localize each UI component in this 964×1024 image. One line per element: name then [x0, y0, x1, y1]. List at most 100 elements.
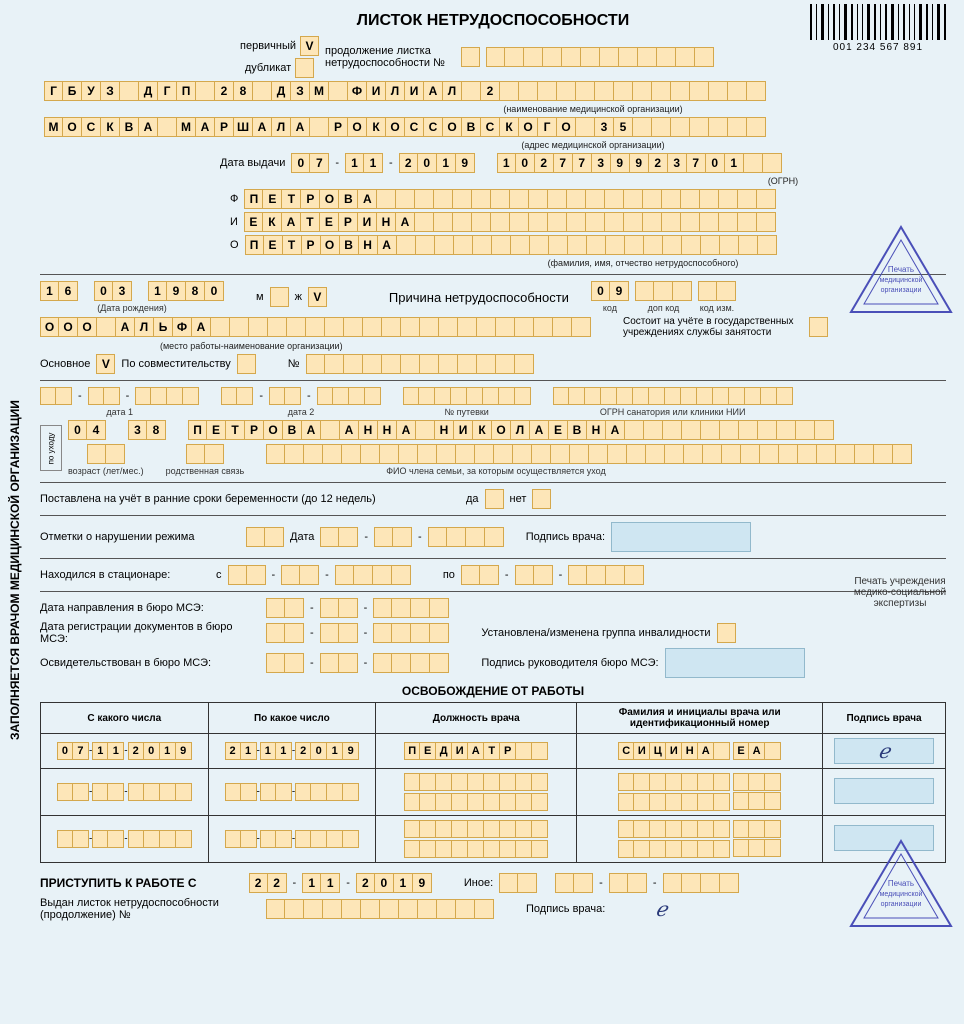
mse-reg-m[interactable] [320, 623, 358, 643]
preg-no-label: нет [510, 493, 527, 505]
violation-label: Отметки о нарушении режима [40, 531, 240, 543]
date1-y[interactable] [135, 387, 199, 405]
final-signature[interactable]: ℯ [611, 896, 711, 922]
violation-signature[interactable] [611, 522, 751, 552]
medical-org-stamp-2: Печать медицинской организации [846, 836, 956, 931]
barcode: 001 234 567 891 [810, 4, 946, 53]
issue-year[interactable]: 2019 [399, 153, 475, 173]
issue-month[interactable]: 11 [345, 153, 383, 173]
sidebar-vertical-label: ЗАПОЛНЯЕТСЯ ВРАЧОМ МЕДИЦИНСКОЙ ОРГАНИЗАЦ… [8, 400, 22, 740]
ogrn[interactable]: 1027739923701 [497, 153, 782, 173]
issue-date-label: Дата выдачи [220, 157, 285, 169]
sex-f-checkbox[interactable]: V [308, 287, 327, 307]
row2-signature[interactable] [834, 778, 934, 804]
row1-signature[interactable]: ℯ [834, 738, 934, 764]
parttime-checkbox[interactable] [237, 354, 256, 374]
mse-stamp-label: Печать учреждения медико-социальной эксп… [840, 576, 960, 609]
date2-y[interactable] [317, 387, 381, 405]
hospital-to-label: по [443, 569, 455, 581]
main-job-checkbox[interactable]: V [96, 354, 115, 374]
preg-yes-checkbox[interactable] [485, 489, 504, 509]
svg-text:организации: организации [881, 901, 922, 908]
parttime-number[interactable] [306, 354, 534, 374]
continuation-checkbox[interactable] [461, 47, 480, 67]
dob-year[interactable]: 1980 [148, 281, 224, 301]
mse-reg-d[interactable] [266, 623, 304, 643]
duplicate-checkbox[interactable] [295, 58, 314, 78]
date1-m[interactable] [88, 387, 120, 405]
surname-field[interactable]: ПЕТРОВА [244, 189, 776, 209]
release-title: ОСВОБОЖДЕНИЕ ОТ РАБОТЫ [40, 684, 946, 698]
return-y[interactable]: 2019 [356, 873, 432, 893]
disability-group[interactable] [717, 623, 736, 643]
table-row: -- -- [41, 769, 946, 816]
mse-ref-y[interactable] [373, 598, 449, 618]
reason-code[interactable]: 09 [591, 281, 629, 301]
sex-f-label: ж [295, 291, 302, 303]
care-side-label: по уходу [40, 425, 62, 471]
other-d[interactable] [555, 873, 593, 893]
continuation-number[interactable] [486, 47, 714, 67]
care-relation-2[interactable] [186, 444, 224, 464]
hospital-to-m[interactable] [515, 565, 553, 585]
employer-field[interactable]: ООО АЛЬФА [40, 317, 591, 337]
mse-exam-y[interactable] [373, 653, 449, 673]
mse-exam-m[interactable] [320, 653, 358, 673]
date2-d[interactable] [221, 387, 253, 405]
date1-sublabel: дата 1 [106, 407, 133, 417]
return-d[interactable]: 22 [249, 873, 287, 893]
care-family-fio[interactable]: ПЕТРОВА АННА НИКОЛАЕВНА [188, 420, 834, 440]
voucher-number[interactable] [403, 387, 531, 405]
dob-day[interactable]: 16 [40, 281, 78, 301]
violation-m[interactable] [374, 527, 412, 547]
hospital-from-d[interactable] [228, 565, 266, 585]
date1-d[interactable] [40, 387, 72, 405]
violation-y[interactable] [428, 527, 504, 547]
mse-exam-d[interactable] [266, 653, 304, 673]
hospital-from-label: с [216, 569, 222, 581]
svg-text:медицинской: медицинской [880, 890, 923, 898]
other-m[interactable] [609, 873, 647, 893]
mse-reg-y[interactable] [373, 623, 449, 643]
continuation-issued-number[interactable] [266, 899, 494, 919]
care-relation[interactable]: 38 [128, 420, 166, 440]
mse-signature[interactable] [665, 648, 805, 678]
svg-text:Печать: Печать [888, 879, 914, 888]
reason-title: Причина нетрудоспособности [389, 290, 569, 305]
date2-m[interactable] [269, 387, 301, 405]
issue-day[interactable]: 07 [291, 153, 329, 173]
hospital-to-d[interactable] [461, 565, 499, 585]
mse-ref-label: Дата направления в бюро МСЭ: [40, 602, 260, 614]
preg-no-checkbox[interactable] [532, 489, 551, 509]
dob-month[interactable]: 03 [94, 281, 132, 301]
hospital-to-y[interactable] [568, 565, 644, 585]
hospital-from-y[interactable] [335, 565, 411, 585]
mse-ref-m[interactable] [320, 598, 358, 618]
violation-code[interactable] [246, 527, 284, 547]
sanatorium-ogrn[interactable] [553, 387, 793, 405]
num-label: № [288, 358, 300, 370]
reason-addcode[interactable] [635, 281, 692, 301]
unemployment-checkbox[interactable] [809, 317, 828, 337]
firstname-field[interactable]: ЕКАТЕРИНА [244, 212, 776, 232]
sex-m-label: м [256, 291, 264, 303]
reason-modcode[interactable] [698, 281, 736, 301]
continuation-issued-label: Выдан листок нетрудоспособности (продолж… [40, 897, 260, 921]
mse-ref-d[interactable] [266, 598, 304, 618]
care-family-fio-2[interactable] [266, 444, 912, 464]
care-age[interactable]: 04 [68, 420, 106, 440]
final-sig-label: Подпись врача: [526, 903, 605, 915]
other-code[interactable] [499, 873, 537, 893]
return-m[interactable]: 11 [302, 873, 340, 893]
organization-address[interactable]: МОСКВА МАРШАЛА РОКОССОВСКОГО 35 [44, 117, 766, 137]
care-age-2[interactable] [87, 444, 125, 464]
primary-checkbox[interactable]: V [300, 36, 319, 56]
hospital-from-m[interactable] [281, 565, 319, 585]
other-y[interactable] [663, 873, 739, 893]
rel-sublabel: родственная связь [166, 466, 245, 476]
sex-m-checkbox[interactable] [270, 287, 289, 307]
organization-name[interactable]: ГБУЗ ДГП 28 ДЗМ ФИЛИАЛ 2 [44, 81, 766, 101]
patronymic-field[interactable]: ПЕТРОВНА [245, 235, 777, 255]
code-sublabel: код [603, 303, 617, 313]
violation-d[interactable] [320, 527, 358, 547]
